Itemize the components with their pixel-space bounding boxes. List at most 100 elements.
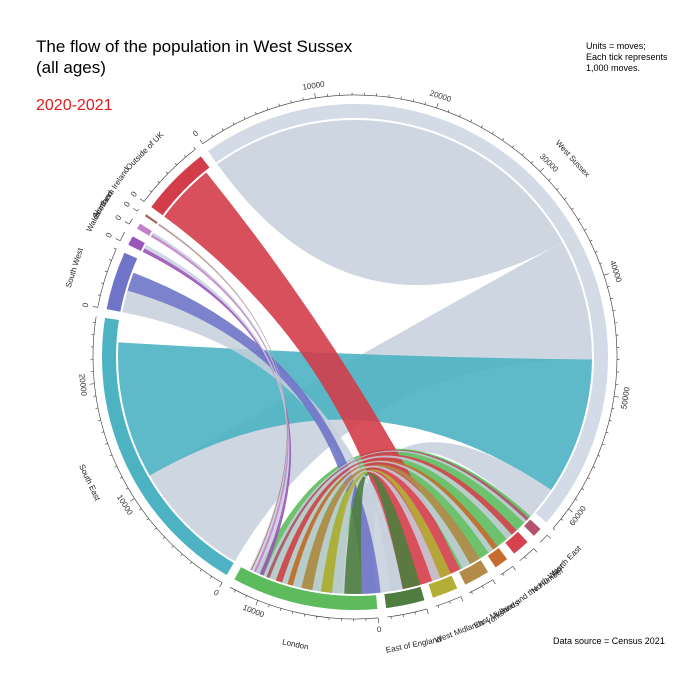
tick-mark	[436, 103, 439, 109]
tick-mark	[232, 122, 235, 125]
tick-axis-yorkshire-and-the-humber	[500, 566, 513, 576]
chart-title-line2: (all ages)	[36, 58, 106, 77]
tick-mark	[149, 190, 152, 193]
tick-mark	[221, 128, 224, 131]
tick-label: 0	[122, 199, 132, 208]
tick-mark	[512, 145, 515, 148]
tick-mark	[414, 611, 416, 615]
tick-mark	[184, 154, 187, 158]
sector-northern-ireland	[144, 214, 158, 224]
ribbon-west-sussex-to-yorkshire-and-the-humber	[282, 460, 494, 585]
tick-mark	[193, 147, 196, 150]
tick-mark	[174, 163, 177, 166]
ribbon-west-sussex-to-west-sussex	[217, 120, 563, 286]
tick-label: 50000	[619, 386, 631, 410]
tick-mark	[210, 576, 212, 579]
ribbon-west-sussex-to-west-midlands	[312, 470, 441, 592]
sector-east-midlands	[459, 560, 489, 585]
tick-label: 0	[129, 189, 139, 198]
tick-mark	[190, 561, 193, 565]
tick-mark	[199, 139, 204, 144]
tick-axis-south-west	[97, 248, 117, 308]
tick-mark	[255, 600, 259, 606]
tick-mark	[154, 527, 157, 530]
tick-axis-west-sussex	[202, 94, 618, 529]
tick-mark	[459, 114, 461, 117]
tick-mark	[502, 573, 505, 576]
tick-mark	[219, 582, 223, 588]
sector-north-west	[505, 531, 528, 554]
tick-axis-east-of-england	[387, 608, 427, 618]
tick-mark	[449, 601, 451, 604]
sector-wales	[128, 236, 145, 251]
units-note-line: 1,000 moves.	[586, 63, 641, 73]
tick-label: 0	[212, 588, 221, 598]
units-note-line: Units = moves;	[586, 41, 646, 51]
sector-west-sussex	[208, 104, 608, 523]
tick-mark	[581, 488, 584, 490]
tick-mark	[460, 596, 464, 602]
sector-south-east	[102, 317, 234, 576]
tick-mark	[162, 536, 165, 540]
ribbon-east-of-england-to-west-sussex	[344, 473, 421, 594]
tick-mark	[595, 251, 598, 253]
tick-mark	[139, 198, 145, 202]
tick-mark	[101, 431, 104, 433]
tick-axis-northern-ireland	[137, 208, 139, 212]
tick-mark	[105, 443, 108, 445]
ribbon-west-sussex-to-east-of-england	[331, 473, 403, 594]
sector-outside-of-uk	[151, 156, 210, 216]
tick-axis-north-east	[540, 534, 548, 543]
sector-label-west-sussex: West Sussex	[554, 138, 592, 178]
tick-mark	[592, 466, 596, 468]
ribbon-outside-of-uk-to-west-sussex	[164, 172, 461, 590]
tick-mark	[245, 595, 247, 598]
tick-mark	[491, 131, 494, 134]
tick-mark	[539, 167, 544, 172]
tick-axis-wales	[119, 231, 125, 241]
tick-mark	[280, 608, 282, 611]
tick-label: 0	[114, 213, 124, 222]
tick-label: 60000	[568, 504, 589, 528]
tick-mark	[98, 419, 101, 421]
sector-south-west	[106, 252, 138, 312]
ribbon-south-west-to-west-sussex	[127, 272, 381, 594]
tick-mark	[133, 208, 138, 212]
tick-mark	[589, 239, 593, 242]
tick-mark	[114, 465, 117, 468]
tick-axis-south-east	[92, 316, 223, 584]
sector-london	[234, 567, 378, 610]
units-note-line: Each tick represents	[586, 52, 668, 62]
tick-mark	[437, 605, 440, 608]
ribbon-yorkshire-and-the-humber-to-west-sussex	[287, 460, 498, 586]
sector-yorkshire-and-the-humber	[487, 547, 508, 568]
year-label: 2020-2021	[36, 97, 113, 114]
tick-label: 0	[377, 625, 383, 634]
tick-axis-west-midlands	[435, 596, 462, 607]
sectors	[89, 92, 620, 623]
tick-mark	[568, 508, 573, 513]
tick-mark	[171, 545, 174, 548]
tick-mark	[447, 109, 450, 113]
tick-mark	[89, 383, 95, 385]
tick-mark	[266, 107, 269, 111]
tick-mark	[492, 579, 496, 585]
tick-mark	[603, 273, 609, 276]
units-note: Units = moves; Each tick represents 1,00…	[586, 41, 696, 74]
tick-mark	[424, 101, 426, 105]
tick-mark	[481, 125, 483, 128]
tick-mark	[412, 98, 414, 102]
tick-mark	[609, 420, 612, 422]
tick-mark	[599, 262, 603, 264]
tick-label: 20000	[428, 89, 452, 105]
tick-mark	[113, 247, 117, 250]
tick-mark	[314, 93, 316, 99]
tick-mark	[556, 187, 559, 191]
tick-mark	[130, 498, 135, 502]
tick-mark	[426, 608, 429, 614]
tick-axis-london	[229, 587, 379, 620]
data-source: Data source = Census 2021	[553, 636, 665, 646]
tick-mark	[597, 455, 601, 457]
tick-mark	[564, 197, 567, 200]
